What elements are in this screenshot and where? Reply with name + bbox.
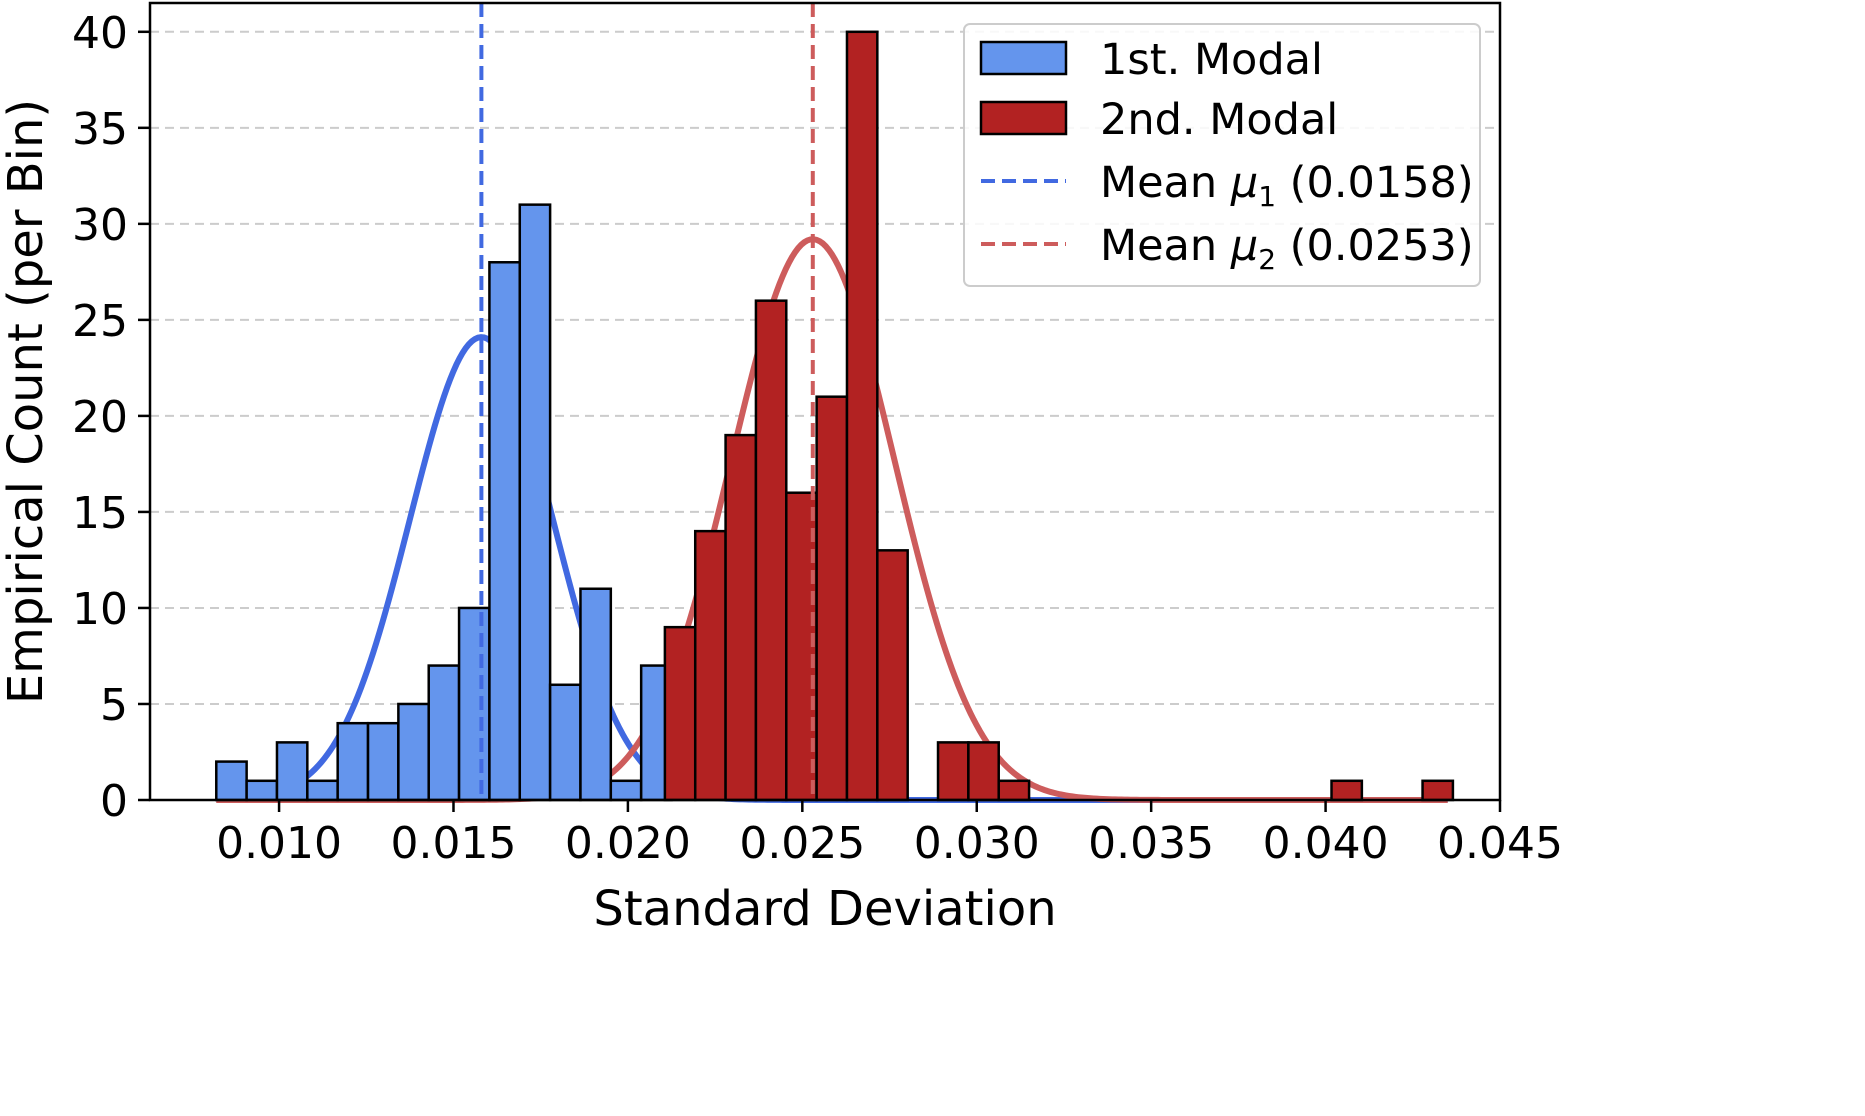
y-tick-label: 5 — [100, 680, 128, 731]
legend-swatch-1st-modal — [979, 40, 1068, 76]
y-tick-label: 25 — [72, 296, 128, 347]
histogram-bars — [215, 30, 1455, 802]
bar-series1-0 — [215, 760, 248, 802]
bar-series1-5 — [366, 721, 400, 802]
bar-series1-11 — [548, 683, 582, 802]
y-axis-ticks: 0 5 10 15 20 25 30 35 40 — [72, 8, 150, 827]
y-tick-label: 15 — [72, 488, 128, 539]
y-tick-label: 35 — [72, 104, 128, 155]
bar-series2-11 — [1330, 779, 1364, 802]
x-tick-label: 0.020 — [565, 818, 691, 869]
x-tick-label: 0.035 — [1088, 818, 1214, 869]
legend-label-1st-modal: 1st. Modal — [1100, 35, 1323, 85]
bar-series2-1 — [693, 529, 727, 802]
bar-series1-13 — [609, 779, 643, 802]
x-tick-label: 0.045 — [1437, 818, 1563, 869]
bar-series2-9 — [967, 741, 1000, 802]
y-tick-label: 20 — [72, 392, 128, 443]
bar-series1-7 — [427, 664, 461, 802]
x-tick-label: 0.010 — [216, 818, 342, 869]
bar-series2-12 — [1421, 779, 1455, 802]
y-axis-label: Empirical Count (per Bin) — [0, 99, 54, 704]
bar-series1-3 — [306, 779, 339, 802]
bar-series1-10 — [518, 203, 552, 802]
x-tick-label: 0.025 — [739, 818, 865, 869]
plot-frame — [148, 1, 1502, 802]
bar-series2-10 — [997, 779, 1031, 802]
x-tick-label: 0.015 — [391, 818, 517, 869]
x-axis-label: Standard Deviation — [593, 881, 1056, 937]
bar-series2-0 — [663, 625, 697, 802]
mean-lines — [479, 3, 815, 800]
bar-series1-6 — [397, 702, 430, 802]
y-tick-label: 0 — [100, 776, 128, 827]
y-tick-label: 10 — [72, 584, 128, 635]
legend-label-mean-2: Mean μ2 (0.0253) — [1100, 221, 1474, 276]
legend-label-mean-1: Mean μ1 (0.0158) — [1100, 158, 1474, 213]
bar-series1-12 — [579, 587, 613, 802]
x-tick-label: 0.030 — [914, 818, 1040, 869]
legend-swatch-2nd-modal — [979, 100, 1068, 136]
bar-series2-7 — [876, 549, 909, 802]
bar-series1-8 — [457, 606, 491, 802]
legend-label-2nd-modal: 2nd. Modal — [1100, 95, 1338, 145]
bar-series1-9 — [488, 261, 522, 802]
bar-series1-4 — [336, 721, 370, 802]
bar-series2-2 — [724, 433, 758, 802]
bar-series2-8 — [936, 741, 970, 802]
bar-series2-6 — [845, 30, 879, 802]
bar-series1-1 — [245, 779, 279, 802]
y-tick-label: 40 — [72, 8, 128, 59]
bar-series2-3 — [754, 299, 788, 802]
bar-series2-5 — [815, 395, 849, 802]
legend-box — [963, 23, 1481, 287]
bar-series1-2 — [275, 741, 309, 802]
legend: 1st. Modal 2nd. Modal Mean μ1 (0.0158) M… — [963, 23, 1481, 287]
x-tick-label: 0.040 — [1263, 818, 1389, 869]
x-axis-ticks: 0.010 0.015 0.020 0.025 0.030 0.035 0.040 0.045 — [216, 800, 1563, 869]
y-tick-label: 30 — [72, 200, 128, 251]
